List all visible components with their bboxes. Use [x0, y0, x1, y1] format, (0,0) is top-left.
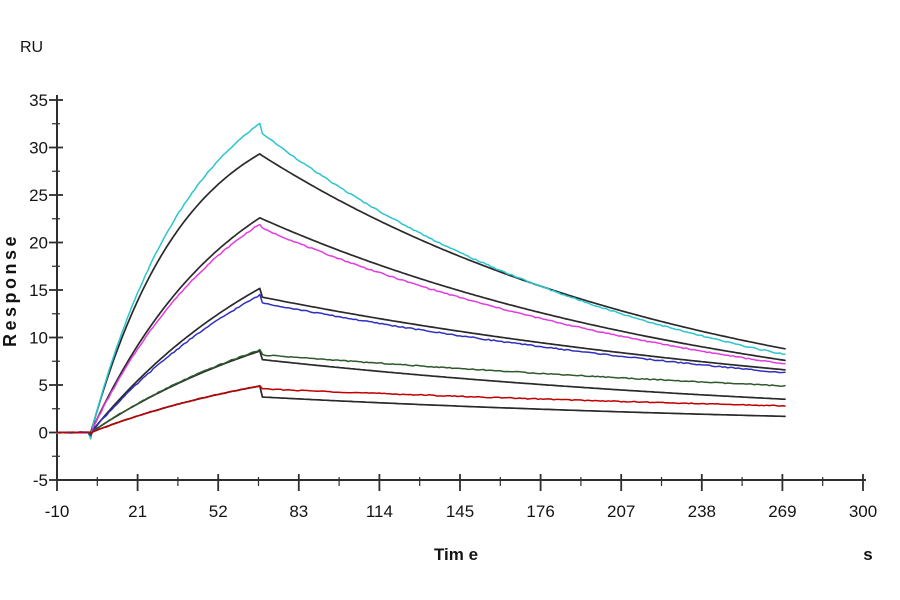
x-axis-title: Tim e — [434, 545, 478, 564]
curve-cyan-data — [56, 122, 786, 440]
y-tick-label: 30 — [29, 139, 48, 158]
y-axis-unit-label: RU — [20, 39, 43, 56]
y-tick-label: 0 — [39, 424, 48, 443]
axes — [49, 95, 866, 491]
curve-magenta-data — [56, 223, 786, 437]
x-tick-label: 145 — [446, 502, 474, 521]
x-tick-label: 21 — [128, 502, 147, 521]
y-tick-label: 20 — [29, 234, 48, 253]
x-tick-label: 300 — [849, 502, 877, 521]
sensorgram-curves — [56, 122, 786, 440]
y-tick-label: 35 — [29, 91, 48, 110]
y-tick-label: -5 — [33, 471, 48, 490]
x-tick-label: 83 — [289, 502, 308, 521]
x-tick-label: -10 — [45, 502, 70, 521]
curve-fit-cyan — [56, 153, 786, 434]
curve-red-data — [56, 384, 786, 435]
y-tick-label: 5 — [39, 376, 48, 395]
x-tick-label: 176 — [526, 502, 554, 521]
curve-blue-data — [56, 293, 786, 437]
curve-fit-blue — [56, 287, 786, 434]
y-axis-title: Response — [0, 233, 20, 347]
y-tick-label: 15 — [29, 281, 48, 300]
x-axis-unit-label: s — [863, 545, 872, 564]
x-tick-label: 114 — [366, 502, 393, 521]
y-tick-label: 10 — [29, 329, 48, 348]
x-tick-label: 207 — [607, 502, 635, 521]
curve-fit-magenta — [56, 216, 786, 434]
tick-labels: -10 21 52 83 114 145 176 207 238 269 300 -5 0 5 10 15 20… — [29, 91, 877, 521]
x-tick-label: 269 — [768, 502, 796, 521]
curve-fit-green — [56, 350, 786, 434]
y-tick-label: 25 — [29, 186, 48, 205]
x-tick-label: 238 — [688, 502, 716, 521]
curve-green-data — [56, 348, 786, 436]
x-tick-label: 52 — [209, 502, 228, 521]
